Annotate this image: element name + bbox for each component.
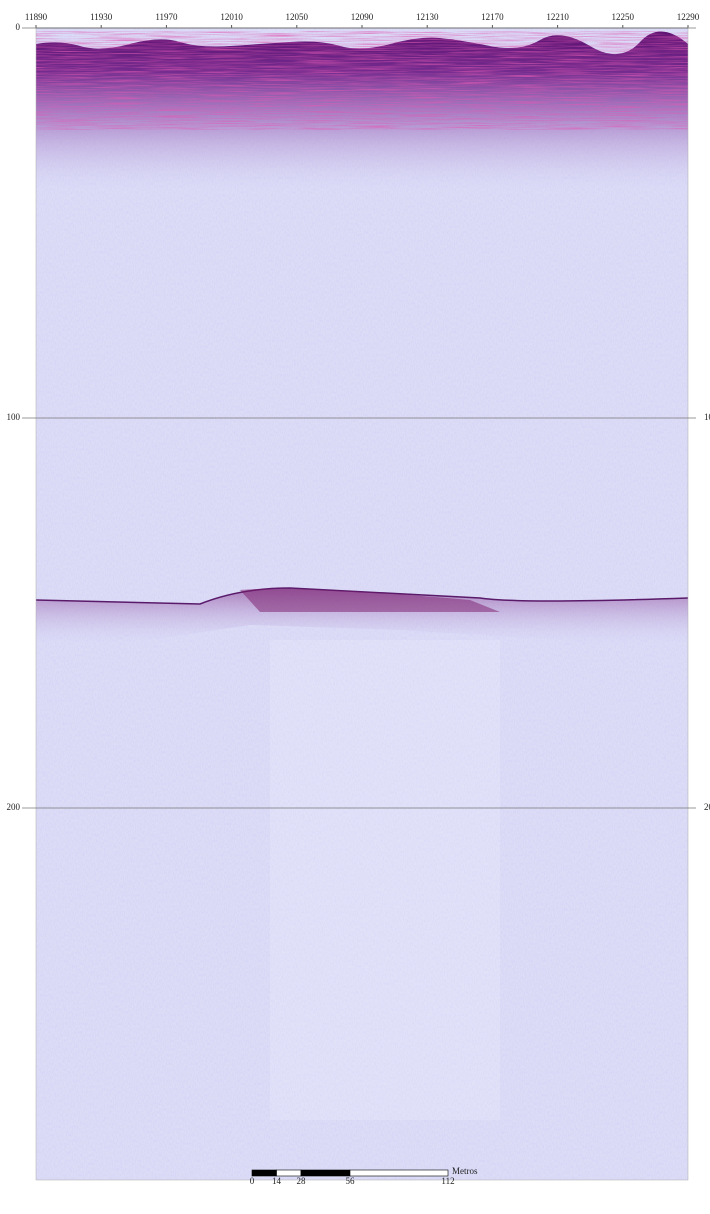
y2-tick-label: 100 xyxy=(704,412,710,422)
y-tick-label: 100 xyxy=(7,412,21,422)
x-tick-label: 12290 xyxy=(677,12,700,22)
radargram-image xyxy=(36,28,688,1180)
y-tick-label: 200 xyxy=(7,802,21,812)
y-tick-label: 0 xyxy=(16,22,21,32)
scale-label: 28 xyxy=(297,1176,307,1186)
scale-segment xyxy=(349,1169,449,1177)
x-tick-label: 12170 xyxy=(481,12,504,22)
x-tick-label: 12090 xyxy=(351,12,374,22)
x-tick-label: 11890 xyxy=(25,12,48,22)
scale-label: 112 xyxy=(441,1176,454,1186)
x-tick-label: 11930 xyxy=(90,12,113,22)
x-tick-label: 12130 xyxy=(416,12,439,22)
y2-tick-label: 200 xyxy=(704,802,710,812)
scale-label: 14 xyxy=(272,1176,282,1186)
scale-label: 56 xyxy=(346,1176,356,1186)
x-tick-label: 11970 xyxy=(155,12,178,22)
x-tick-label: 12050 xyxy=(286,12,309,22)
x-tick-label: 12250 xyxy=(612,12,635,22)
x-tick-label: 12010 xyxy=(220,12,243,22)
x-tick-label: 12210 xyxy=(546,12,569,22)
scale-segment xyxy=(300,1169,351,1177)
scale-label: 0 xyxy=(250,1176,255,1186)
scale-unit: Metros xyxy=(452,1166,478,1176)
